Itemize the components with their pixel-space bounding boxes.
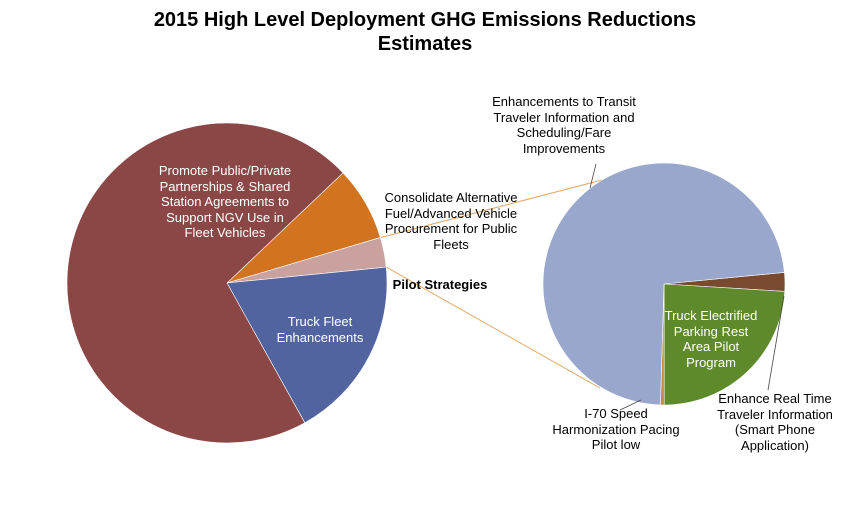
label-line: Promote Public/Private: [158, 163, 292, 178]
label-line: Program: [686, 354, 736, 370]
pilot-slice-truck-electrified-parking-rest-area-pilot-program: [663, 283, 786, 406]
label-line: Enhancements to Transit: [492, 94, 636, 109]
label-line: Station Agreements to: [161, 194, 289, 209]
label-line: Improvements: [522, 140, 606, 156]
label-line: (Smart Phone: [734, 422, 816, 437]
leader-line-i70-speed: [619, 399, 642, 411]
chart-title-line: 2015 High Level Deployment GHG Emissions…: [153, 9, 697, 31]
slice-label-consolidate-fuel: Consolidate Alternative Fuel/Advanced Ve…: [366, 190, 536, 252]
label-line: Fleet Vehicles: [184, 225, 266, 240]
label-line: Truck Fleet: [287, 314, 353, 329]
label-line: Consolidate Alternative: [384, 190, 518, 205]
label-line: Enhance Real Time: [718, 391, 832, 406]
chart-title-line: Estimates: [377, 33, 473, 55]
main-slice-truck-fleet-enhancements: [226, 266, 388, 424]
slice-label-promote-partnerships: Promote Public/Private Partnerships & Sh…: [120, 163, 330, 241]
label-line: Traveler Information and: [493, 109, 635, 125]
pilot-slice-enhancements-to-transit-traveler-information-and-scheduling-fare-improvements: [542, 162, 785, 406]
chart-title: 2015 High Level Deployment GHG Emissions…: [0, 8, 850, 56]
label-line: Parking Rest: [673, 323, 749, 339]
main-pie: [66, 122, 388, 444]
slice-label-transit-info: Enhancements to Transit Traveler Informa…: [474, 94, 654, 156]
label-line: Traveler Information: [717, 406, 833, 422]
pilot-strategies-pie: [542, 162, 786, 406]
slice-label-truck-fleet: Truck Fleet Enhancements: [255, 314, 385, 345]
label-line: Pilot Strategies: [392, 277, 488, 292]
slice-label-real-time-info: Enhance Real Time Traveler Information (…: [702, 391, 848, 453]
label-line: Application): [741, 437, 809, 453]
label-line: Truck Electrified: [664, 308, 758, 323]
label-line: Partnerships & Shared: [159, 178, 291, 194]
leader-lines: [589, 163, 785, 411]
label-line: Support NGV Use in: [166, 209, 284, 225]
label-line: Harmonization Pacing: [552, 421, 680, 437]
leader-line-real-time-info: [767, 295, 785, 391]
slice-label-pilot-strategies: Pilot Strategies: [380, 277, 500, 293]
slice-label-i70-speed: I-70 Speed Harmonization Pacing Pilot lo…: [541, 406, 691, 453]
label-line: I-70 Speed: [584, 406, 648, 421]
label-line: Pilot low: [591, 437, 641, 452]
label-line: Procurement for Public: [384, 221, 518, 236]
main-slice-promote-public-private-partnerships-shared-station-agreements-to-support-ngv-use-in-fleet-vehicles: [66, 122, 344, 444]
label-line: Fuel/Advanced Vehicle: [384, 205, 518, 221]
label-line: Scheduling/Fare: [516, 125, 612, 140]
label-line: Enhancements: [276, 329, 364, 345]
connector-line-lower: [385, 266, 601, 389]
slice-label-truck-electrified: Truck Electrified Parking Rest Area Pilo…: [646, 308, 776, 370]
label-line: Fleets: [433, 236, 469, 252]
leader-line-transit-info: [589, 163, 597, 189]
label-line: Area Pilot: [682, 339, 740, 354]
